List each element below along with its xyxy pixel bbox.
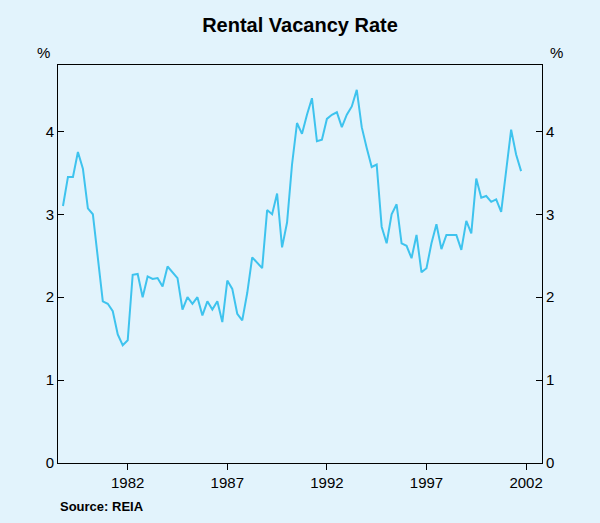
svg-text:1: 1	[46, 371, 54, 388]
svg-text:Rental Vacancy Rate: Rental Vacancy Rate	[202, 14, 398, 36]
svg-text:1982: 1982	[111, 474, 144, 491]
svg-text:1997: 1997	[410, 474, 443, 491]
svg-text:1987: 1987	[211, 474, 244, 491]
svg-text:%: %	[550, 44, 563, 61]
svg-text:1992: 1992	[310, 474, 343, 491]
svg-text:4: 4	[46, 123, 54, 140]
svg-text:4: 4	[546, 123, 554, 140]
svg-text:3: 3	[546, 206, 554, 223]
svg-text:2002: 2002	[509, 474, 542, 491]
svg-text:Source: REIA: Source: REIA	[60, 499, 144, 514]
svg-text:2: 2	[546, 288, 554, 305]
svg-text:3: 3	[46, 206, 54, 223]
svg-text:1: 1	[546, 371, 554, 388]
svg-text:2: 2	[46, 288, 54, 305]
svg-text:%: %	[37, 44, 50, 61]
svg-text:0: 0	[46, 454, 54, 471]
svg-text:0: 0	[546, 454, 554, 471]
